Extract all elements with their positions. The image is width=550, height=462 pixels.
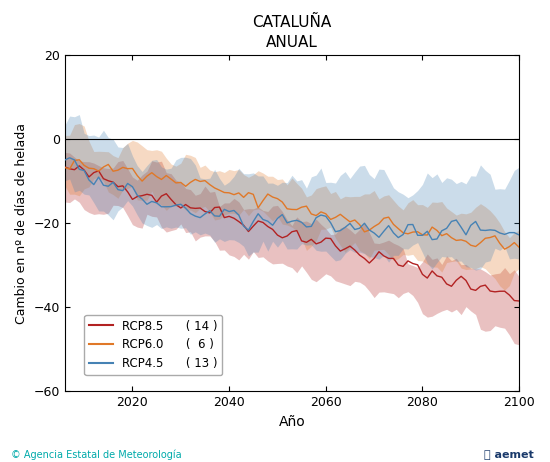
Text: Ⓟ aemet: Ⓟ aemet: [484, 450, 534, 460]
Legend: RCP8.5      ( 14 ), RCP6.0      (  6 ), RCP4.5      ( 13 ): RCP8.5 ( 14 ), RCP6.0 ( 6 ), RCP4.5 ( 13…: [84, 315, 222, 375]
X-axis label: Año: Año: [279, 414, 305, 429]
Y-axis label: Cambio en nº de días de helada: Cambio en nº de días de helada: [15, 122, 28, 323]
Text: © Agencia Estatal de Meteorología: © Agencia Estatal de Meteorología: [11, 449, 182, 460]
Title: CATALUÑA
ANUAL: CATALUÑA ANUAL: [252, 15, 332, 50]
